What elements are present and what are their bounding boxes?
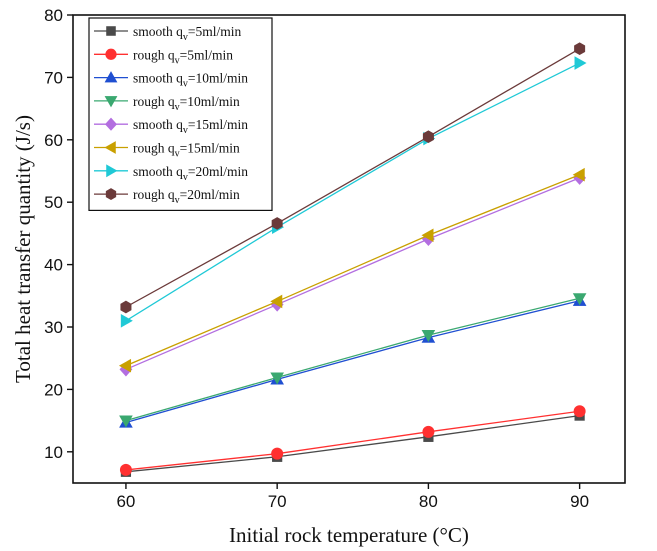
- series-line: [125, 410, 580, 471]
- y-tick-label: 80: [44, 6, 63, 25]
- x-tick-label: 60: [116, 492, 135, 511]
- series-line: [125, 174, 580, 367]
- x-axis-title: Initial rock temperature (°C): [229, 523, 469, 547]
- series-line: [125, 48, 580, 308]
- legend: smooth qv=5ml/min rough qv=5ml/min smooth …: [88, 17, 273, 211]
- data-point: [119, 358, 132, 373]
- legend-label: rough qv=20ml/min: [133, 187, 240, 206]
- data-point: [572, 293, 587, 306]
- legend-label: smooth qv=20ml/min: [133, 164, 248, 183]
- series-8: [120, 42, 586, 314]
- y-tick-label: 40: [44, 256, 63, 275]
- legend-marker: [104, 141, 116, 154]
- y-axis-title: Total heat transfer quantity (J/s): [11, 115, 35, 383]
- data-point: [270, 372, 284, 385]
- series-6: [119, 167, 585, 373]
- y-tick-label: 70: [44, 68, 63, 87]
- data-point: [573, 405, 586, 418]
- data-point: [120, 300, 132, 314]
- legend-item: smooth qv=15ml/min: [94, 117, 248, 136]
- legend-marker: [106, 26, 116, 36]
- plot-frame: [72, 14, 626, 484]
- data-point: [119, 415, 133, 428]
- legend-marker: [104, 71, 118, 83]
- legend-label: smooth qv=5ml/min: [133, 24, 242, 43]
- y-tick-label: 50: [44, 193, 63, 212]
- x-tick-label: 70: [268, 492, 287, 511]
- series-line: [125, 297, 580, 422]
- series-line: [125, 62, 580, 322]
- series-line: [125, 300, 580, 424]
- data-point: [421, 228, 434, 243]
- plot-area: 60 70 80 90 10 20 30 40 50 60 70 80: [44, 6, 626, 511]
- legend-label: rough qv=5ml/min: [133, 47, 233, 66]
- legend-item: rough qv=15ml/min: [94, 141, 240, 160]
- data-point: [270, 294, 283, 309]
- legend-item: rough qv=5ml/min: [94, 47, 233, 66]
- series-2: [119, 405, 586, 476]
- data-point: [119, 463, 132, 476]
- legend-item: rough qv=20ml/min: [94, 187, 240, 206]
- x-tick-label: 80: [419, 492, 438, 511]
- legend-marker: [105, 188, 117, 201]
- data-point: [120, 313, 133, 328]
- data-point: [574, 56, 587, 70]
- y-tick-label: 20: [44, 380, 63, 399]
- data-point: [271, 217, 283, 230]
- data-point: [574, 42, 586, 56]
- legend-marker: [106, 164, 118, 178]
- y-tick-label: 30: [44, 318, 63, 337]
- legend-marker: [105, 48, 117, 60]
- legend-label: smooth qv=10ml/min: [133, 71, 248, 90]
- legend-label: rough qv=10ml/min: [133, 94, 240, 113]
- x-tick-label: 90: [570, 492, 589, 511]
- series-line: [125, 414, 580, 473]
- series-4: [119, 293, 587, 428]
- series-line: [125, 177, 580, 371]
- legend-label: smooth qv=15ml/min: [133, 117, 248, 136]
- data-point: [422, 425, 435, 438]
- legend-item: smooth qv=5ml/min: [94, 24, 242, 43]
- data-point: [572, 167, 585, 182]
- legend-marker: [104, 96, 118, 108]
- y-tick-label: 60: [44, 131, 63, 150]
- legend-marker: [104, 117, 118, 131]
- legend-item: rough qv=10ml/min: [94, 94, 240, 113]
- legend-box: [88, 17, 273, 211]
- legend-label: rough qv=15ml/min: [133, 141, 240, 160]
- y-tick-label: 10: [44, 443, 63, 462]
- data-point: [271, 447, 284, 460]
- data-point: [421, 330, 436, 343]
- series-layer: [119, 42, 587, 477]
- data-point: [422, 130, 434, 144]
- legend-item: smooth qv=10ml/min: [94, 71, 248, 90]
- legend-item: smooth qv=20ml/min: [94, 164, 248, 183]
